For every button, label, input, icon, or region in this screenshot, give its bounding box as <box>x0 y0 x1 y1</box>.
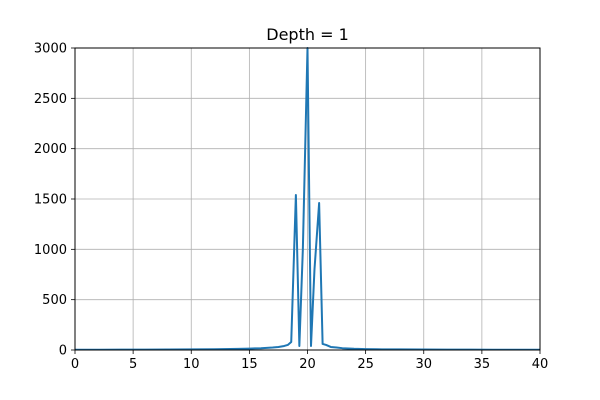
x-tick-label: 5 <box>129 357 137 372</box>
x-tick-label: 30 <box>415 357 432 372</box>
x-tick-label: 20 <box>299 357 316 372</box>
x-tick-label: 10 <box>183 357 200 372</box>
y-tick-labels: 0 500 1000 1500 2000 2500 3000 <box>34 42 67 359</box>
y-tick-label: 3000 <box>34 42 67 57</box>
x-tick-label: 0 <box>71 357 79 372</box>
x-tick-label: 15 <box>241 357 258 372</box>
tick-marks <box>71 47 541 354</box>
grid-lines <box>74 47 541 351</box>
x-tick-label: 40 <box>532 357 549 372</box>
y-tick-label: 500 <box>42 293 67 308</box>
x-tick-labels: 0 5 10 15 20 25 30 35 40 <box>71 357 548 372</box>
y-tick-label: 1000 <box>34 243 67 258</box>
y-tick-label: 2500 <box>34 92 67 107</box>
x-tick-label: 25 <box>357 357 374 372</box>
y-tick-label: 1500 <box>34 193 67 208</box>
chart-title: Depth = 1 <box>266 25 349 44</box>
x-tick-label: 35 <box>474 357 491 372</box>
y-tick-label: 0 <box>59 344 67 359</box>
y-tick-label: 2000 <box>34 142 67 157</box>
